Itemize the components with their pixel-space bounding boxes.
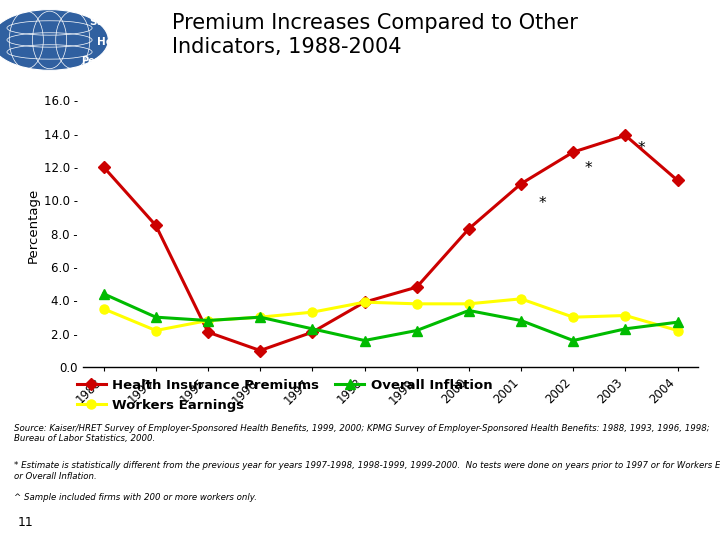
Health Insurance Premiums [569,149,577,156]
Workers Earnings [413,301,421,307]
Overall Inflation [517,318,526,324]
Text: *: * [637,141,645,156]
Overall Inflation [360,338,369,344]
Health Insurance Premiums [308,329,317,335]
Text: *: * [585,161,593,176]
Text: 11: 11 [18,516,34,529]
Text: Strategic: Strategic [89,17,143,28]
Overall Inflation [256,314,264,320]
Workers Earnings [621,312,630,319]
Health Insurance Premiums [204,329,212,335]
Line: Workers Earnings: Workers Earnings [99,294,682,335]
Line: Health Insurance Premiums: Health Insurance Premiums [99,131,682,355]
Y-axis label: Percentage: Percentage [27,188,40,263]
Workers Earnings [204,318,212,324]
Text: Source: Kaiser/HRET Survey of Employer-Sponsored Health Benefits, 1999, 2000; KP: Source: Kaiser/HRET Survey of Employer-S… [14,424,710,443]
Text: Perspectives: Perspectives [81,56,151,66]
Health Insurance Premiums [99,164,108,170]
Text: *: * [538,196,546,211]
Legend: Health Insurance Premiums, Workers Earnings, Overall Inflation: Health Insurance Premiums, Workers Earni… [71,374,498,417]
Workers Earnings [360,299,369,306]
Text: Premium Increases Compared to Other
Indicators, 1988-2004: Premium Increases Compared to Other Indi… [172,13,577,57]
Workers Earnings [569,314,577,320]
Overall Inflation [99,291,108,297]
Workers Earnings [517,295,526,302]
Overall Inflation [673,319,682,326]
Workers Earnings [308,309,317,315]
Health Insurance Premiums [673,177,682,184]
Overall Inflation [621,326,630,332]
Text: Health: Health [96,37,135,46]
Text: * Estimate is statistically different from the previous year for years 1997-1998: * Estimate is statistically different fr… [14,462,720,481]
Text: ^ Sample included firms with 200 or more workers only.: ^ Sample included firms with 200 or more… [14,493,258,502]
Health Insurance Premiums [256,347,264,354]
Workers Earnings [673,327,682,334]
Workers Earnings [464,301,473,307]
Health Insurance Premiums [360,299,369,306]
Overall Inflation [308,326,317,332]
Line: Overall Inflation: Overall Inflation [99,289,682,345]
Overall Inflation [464,307,473,314]
Overall Inflation [204,318,212,324]
Health Insurance Premiums [517,180,526,187]
Health Insurance Premiums [621,132,630,139]
Overall Inflation [413,327,421,334]
Health Insurance Premiums [413,284,421,291]
Overall Inflation [151,314,160,320]
Circle shape [0,10,109,70]
Health Insurance Premiums [151,222,160,229]
Overall Inflation [569,338,577,344]
Health Insurance Premiums [464,226,473,232]
Workers Earnings [99,306,108,312]
Workers Earnings [256,314,264,320]
Workers Earnings [151,327,160,334]
